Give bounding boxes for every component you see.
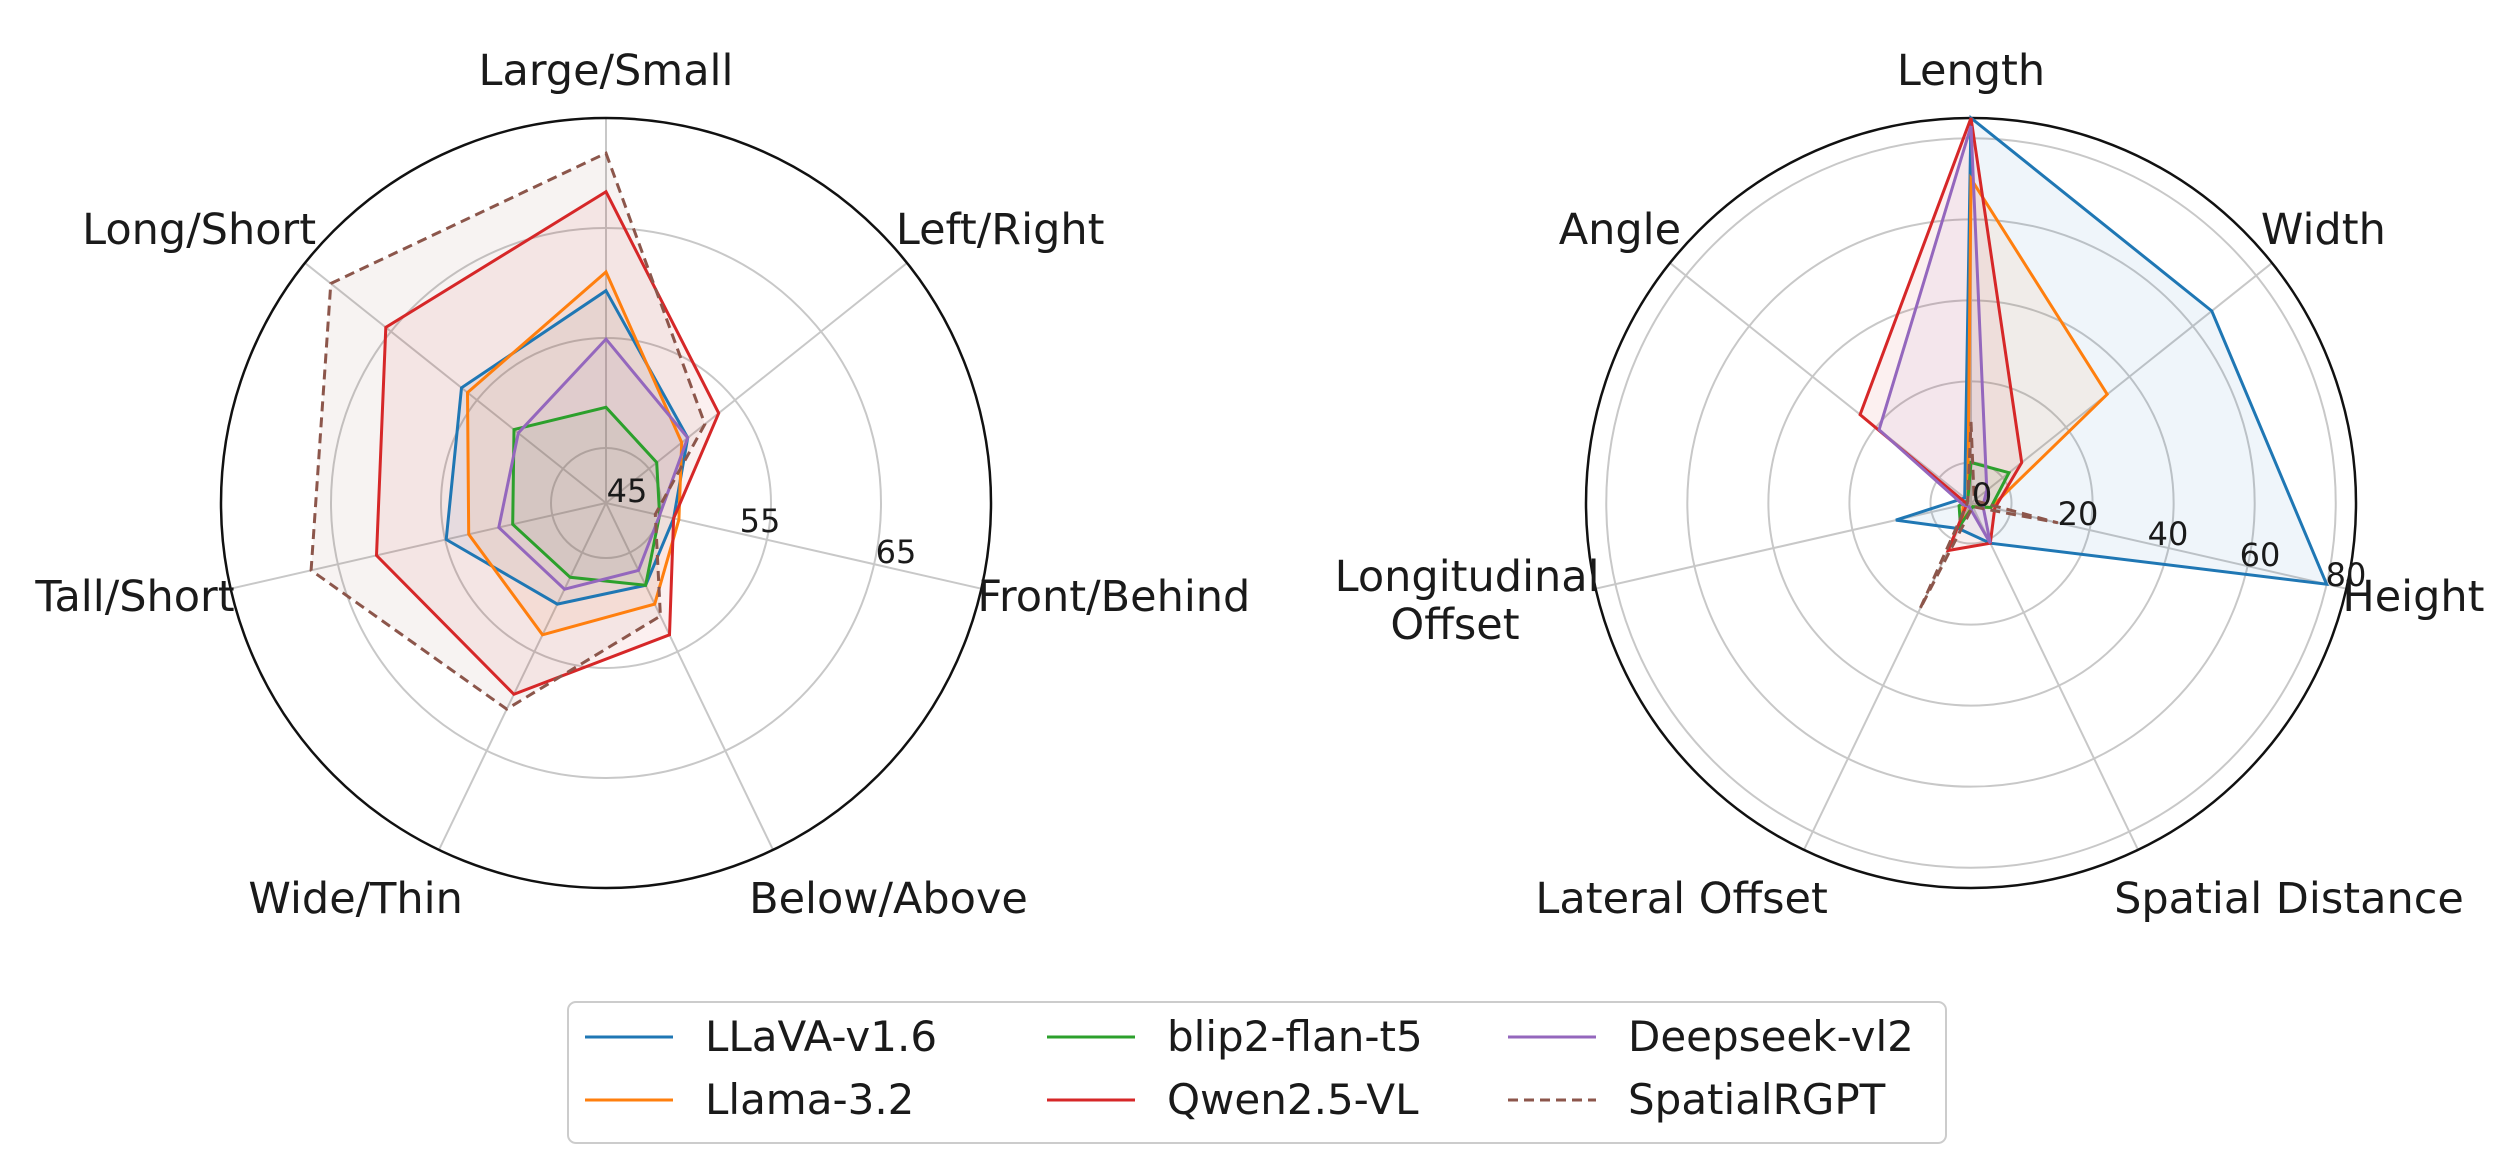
radar-spoke (605, 502, 982, 590)
series-line-llava-v1-6 (1895, 114, 2329, 587)
axis-label: Longitudinal Offset (1335, 552, 1600, 650)
radar-spoke (1970, 502, 2347, 590)
series-fill-llama-3-2 (467, 272, 682, 635)
legend-label-spatialrgpt: SpatialRGPT (1628, 1075, 1886, 1124)
radial-tick-label: 55 (740, 502, 781, 540)
axis-label: Front/Behind (977, 572, 1250, 622)
axis-label: Length (1897, 46, 2045, 96)
series-fill-deepseek-vl2 (1879, 126, 1991, 544)
series-line-spatialrgpt (1918, 421, 2059, 610)
radial-tick-label: 60 (2240, 536, 2281, 574)
radar-spoke (304, 262, 607, 504)
radial-tick-label: 0 (1972, 476, 1992, 514)
series-line-llava-v1-6 (444, 288, 690, 606)
radar-grid-circle (550, 447, 662, 559)
series-fill-qwen2-5-vl (1860, 118, 2022, 551)
axis-label: Left/Right (896, 205, 1105, 255)
series-fill-deepseek-vl2 (498, 339, 688, 590)
legend-label-qwen2-5-vl: Qwen2.5-VL (1167, 1075, 1419, 1124)
radial-tick-label: 65 (876, 533, 917, 571)
series-fill-blip2-flan-t5 (512, 407, 660, 586)
axis-label: Tall/Short (34, 572, 234, 622)
series-fill-blip2-flan-t5 (1959, 462, 2009, 525)
series-line-deepseek-vl2 (1877, 125, 1992, 544)
axis-label: Below/Above (749, 874, 1028, 924)
axis-label: Lateral Offset (1535, 874, 1827, 924)
radar-spoke (438, 502, 607, 851)
radial-tick-label: 45 (607, 472, 648, 510)
series-line-qwen2-5-vl (374, 189, 721, 697)
radar-spoke (230, 502, 607, 590)
series-fill-llama-3-2 (1962, 178, 2108, 522)
axis-label: Width (2261, 205, 2386, 255)
legend-label-deepseek-vl2: Deepseek-vl2 (1628, 1012, 1914, 1061)
radar-spoke (1970, 502, 2139, 851)
series-line-blip2-flan-t5 (511, 405, 662, 587)
legend: LLaVA-v1.6 Llama-3.2 blip2-flan-t5 Qwen2.5-… (567, 1001, 1947, 1144)
axis-label: Height (2342, 572, 2484, 622)
series-line-deepseek-vl2 (497, 336, 690, 591)
radial-tick-label: 20 (2058, 495, 2099, 533)
axis-label: Angle (1559, 205, 1681, 255)
axis-label: Spatial Distance (2114, 874, 2464, 924)
radar-grid-circle (330, 227, 882, 779)
radar-spoke (605, 502, 774, 851)
radial-tick-label: 40 (2148, 515, 2189, 553)
axis-label: Large/Small (479, 46, 734, 96)
radar-outer-ring (219, 116, 993, 890)
radar-chart-left: 45 55 65 Large/Small Left/Right Front/Behind B… (34, 46, 1250, 924)
axis-label: Long/Short (82, 205, 316, 255)
legend-label-blip2-flan-t5: blip2-flan-t5 (1167, 1012, 1423, 1061)
legend-frame (567, 1001, 1947, 1144)
radial-tick-label: 80 (2326, 556, 2367, 594)
legend-label-llava-v1-6: LLaVA-v1.6 (705, 1012, 937, 1061)
series-fill-llava-v1-6 (1895, 118, 2327, 585)
radar-chart-right: 0 20 40 60 80 Length Width Height Spatial Distan… (1335, 46, 2485, 924)
radar-grid-circle (1848, 380, 2094, 626)
radar-spoke (1669, 262, 1972, 504)
axis-label: Wide/Thin (248, 874, 462, 924)
series-fill-llava-v1-6 (446, 290, 688, 605)
series-fill-qwen2-5-vl (376, 191, 719, 695)
series-line-spatialrgpt (309, 151, 707, 711)
legend-label-llama-3-2: Llama-3.2 (705, 1075, 914, 1124)
